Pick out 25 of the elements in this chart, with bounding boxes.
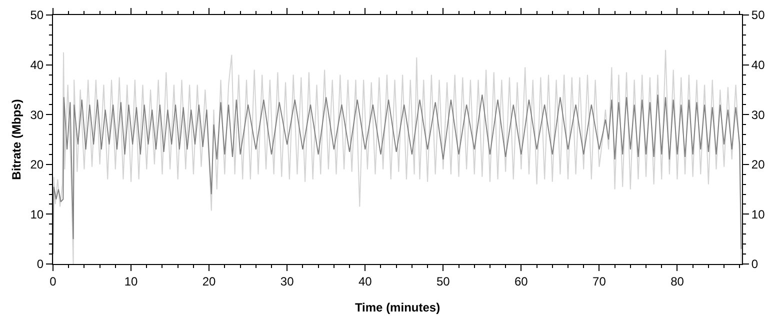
y2-tick-label: 40 <box>751 58 766 72</box>
y-tick-label: 10 <box>30 207 44 222</box>
y-tick-label: 0 <box>36 257 44 272</box>
y2-tick-label: 10 <box>751 207 766 222</box>
y-tick-label: 20 <box>30 158 44 172</box>
x-tick-label: 60 <box>514 274 528 288</box>
y2-tick-label: 50 <box>751 8 766 22</box>
y2-tick-label: 20 <box>751 158 766 172</box>
y-axis-title: Bitrate (Mbps) <box>10 99 24 180</box>
x-tick-label: 0 <box>50 274 57 288</box>
y-tick-label: 30 <box>30 108 44 122</box>
x-tick-label: 70 <box>592 274 606 288</box>
x-tick-label: 30 <box>280 274 294 288</box>
x-tick-label: 50 <box>436 274 450 288</box>
x-tick-label: 80 <box>670 274 684 288</box>
y2-tick-label: 0 <box>751 257 758 272</box>
x-tick-label: 40 <box>358 274 372 288</box>
line-series <box>53 49 742 264</box>
x-axis-title: Time (minutes) <box>354 300 440 314</box>
line-series <box>53 94 742 255</box>
y-tick-label: 50 <box>30 8 44 22</box>
x-tick-label: 20 <box>202 274 216 288</box>
y-tick-label: 40 <box>30 58 44 72</box>
y2-tick-label: 30 <box>751 108 766 122</box>
x-tick-label: 10 <box>124 274 138 288</box>
